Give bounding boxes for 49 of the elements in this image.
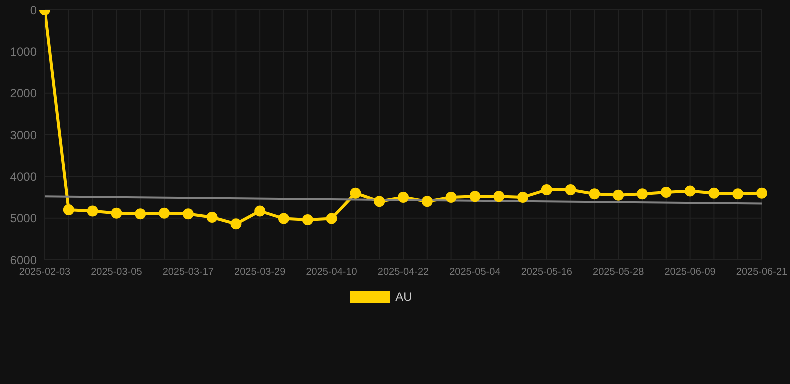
point (350, 188, 362, 199)
x-tick-label: 2025-02-03 (19, 267, 72, 278)
x-tick-label: 2025-04-10 (306, 267, 358, 278)
point (708, 188, 720, 199)
point (589, 188, 600, 200)
point (518, 192, 528, 203)
x-tick-label: 2025-03-05 (91, 267, 143, 278)
point (422, 196, 433, 208)
x-tick-label: 2025-04-22 (378, 267, 430, 278)
point (684, 186, 696, 197)
x-tick-label: 2025-05-16 (521, 267, 573, 278)
point (613, 190, 624, 201)
y-tick-label: 2000 (10, 86, 38, 101)
y-tick-label: 5000 (10, 212, 38, 226)
point (230, 218, 242, 230)
y-tick-label: 1000 (10, 44, 38, 59)
point (637, 188, 648, 200)
x-tick-label: 2025-06-21 (736, 267, 788, 278)
point (206, 212, 218, 223)
y-tick-label: 6000 (10, 253, 38, 268)
y-tick-label: 0 (30, 3, 38, 18)
point (374, 196, 386, 208)
point (660, 187, 672, 198)
y-tick-label: 3000 (10, 128, 38, 142)
x-tick-label: 2025-05-28 (593, 267, 645, 278)
legend-label: AU (396, 290, 412, 304)
point (326, 213, 338, 224)
point (63, 204, 74, 216)
y-tick-label: 4000 (10, 170, 38, 184)
point (398, 192, 409, 203)
point (159, 208, 170, 219)
point (732, 188, 744, 200)
point (278, 213, 290, 224)
point (470, 191, 481, 202)
point (565, 184, 576, 196)
point (541, 184, 552, 196)
point (302, 214, 314, 226)
x-tick-label: 2025-05-04 (450, 267, 502, 278)
point (111, 208, 122, 219)
point (446, 192, 457, 203)
point (182, 208, 194, 220)
x-tick-label: 2025-03-17 (162, 267, 214, 278)
x-tick-label: 2025-03-29 (234, 267, 286, 278)
point (87, 206, 98, 217)
point (494, 191, 505, 202)
x-tick-label: 2025-06-09 (664, 267, 716, 278)
point (254, 206, 266, 217)
point (756, 188, 768, 199)
point (135, 208, 146, 220)
